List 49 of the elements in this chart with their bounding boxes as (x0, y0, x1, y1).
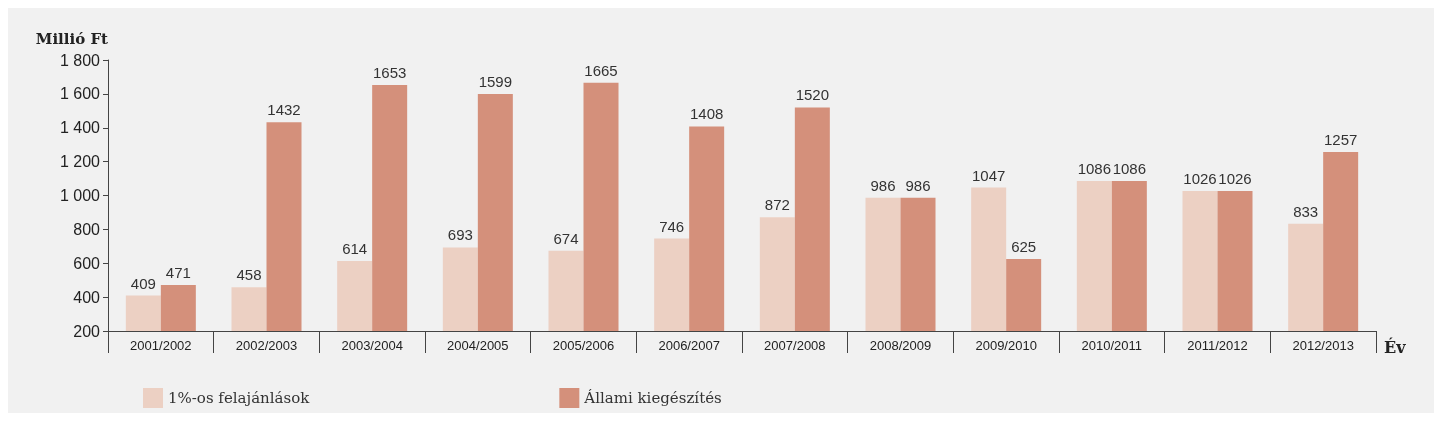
data-label: 833 (1293, 202, 1319, 220)
x-tick-label: 2012/2013 (1292, 338, 1354, 353)
data-label: 1026 (1183, 170, 1217, 188)
y-axis-title: Millió Ft (35, 29, 109, 48)
data-label: 625 (1011, 238, 1037, 256)
x-tick-label: 2008/2009 (869, 338, 932, 353)
data-label: 1665 (584, 61, 618, 79)
x-tick-label: 2003/2004 (341, 338, 403, 353)
x-tick-label: 2011/2012 (1187, 338, 1248, 353)
x-tick-label: 2007/2008 (764, 338, 826, 353)
x-axis-title: Év (1384, 336, 1407, 357)
x-tick-label: 2009/2010 (975, 338, 1037, 353)
data-label: 693 (447, 226, 473, 244)
data-label: 1520 (795, 86, 830, 104)
data-label: 986 (905, 176, 931, 194)
data-label: 409 (130, 274, 156, 292)
data-label: 1599 (478, 73, 513, 91)
data-label: 1086 (1077, 159, 1112, 177)
data-label: 1026 (1218, 170, 1252, 188)
data-label: 1432 (267, 101, 301, 119)
x-tick-label: 2010/2011 (1081, 338, 1143, 353)
y-tick-label: 1 800 (59, 51, 101, 69)
y-tick-label: 200 (73, 322, 101, 340)
y-tick-label: 1 200 (59, 153, 101, 171)
data-label: 986 (870, 176, 896, 194)
data-label: 746 (659, 217, 685, 235)
y-tick-label: 600 (73, 254, 101, 272)
x-tick-label: 2001/2002 (130, 338, 192, 353)
x-tick-label: 2006/2007 (658, 338, 720, 353)
y-tick-label: 1 600 (59, 85, 101, 103)
data-label: 872 (764, 196, 790, 214)
data-label: 1047 (971, 166, 1006, 184)
y-tick-label: 1 000 (59, 187, 101, 204)
x-tick-label: 2004/2005 (447, 338, 509, 353)
y-tick-label: 800 (73, 220, 101, 238)
data-label: 1408 (689, 105, 724, 123)
y-tick-label: 400 (73, 288, 101, 306)
data-label: 1086 (1112, 159, 1147, 177)
data-label: 471 (165, 264, 191, 282)
y-tick-label: 1 400 (59, 119, 101, 137)
data-label: 1653 (372, 63, 407, 81)
x-tick-label: 2002/2003 (235, 338, 298, 353)
legend-label: 1%-os felajánlások (168, 389, 311, 407)
legend-label: Állami kiegészítés (583, 389, 722, 407)
data-label: 458 (236, 266, 262, 284)
data-label: 614 (342, 239, 368, 257)
x-tick-label: 2005/2006 (552, 338, 615, 353)
data-label: 674 (553, 229, 579, 247)
data-label: 1257 (1323, 130, 1358, 148)
